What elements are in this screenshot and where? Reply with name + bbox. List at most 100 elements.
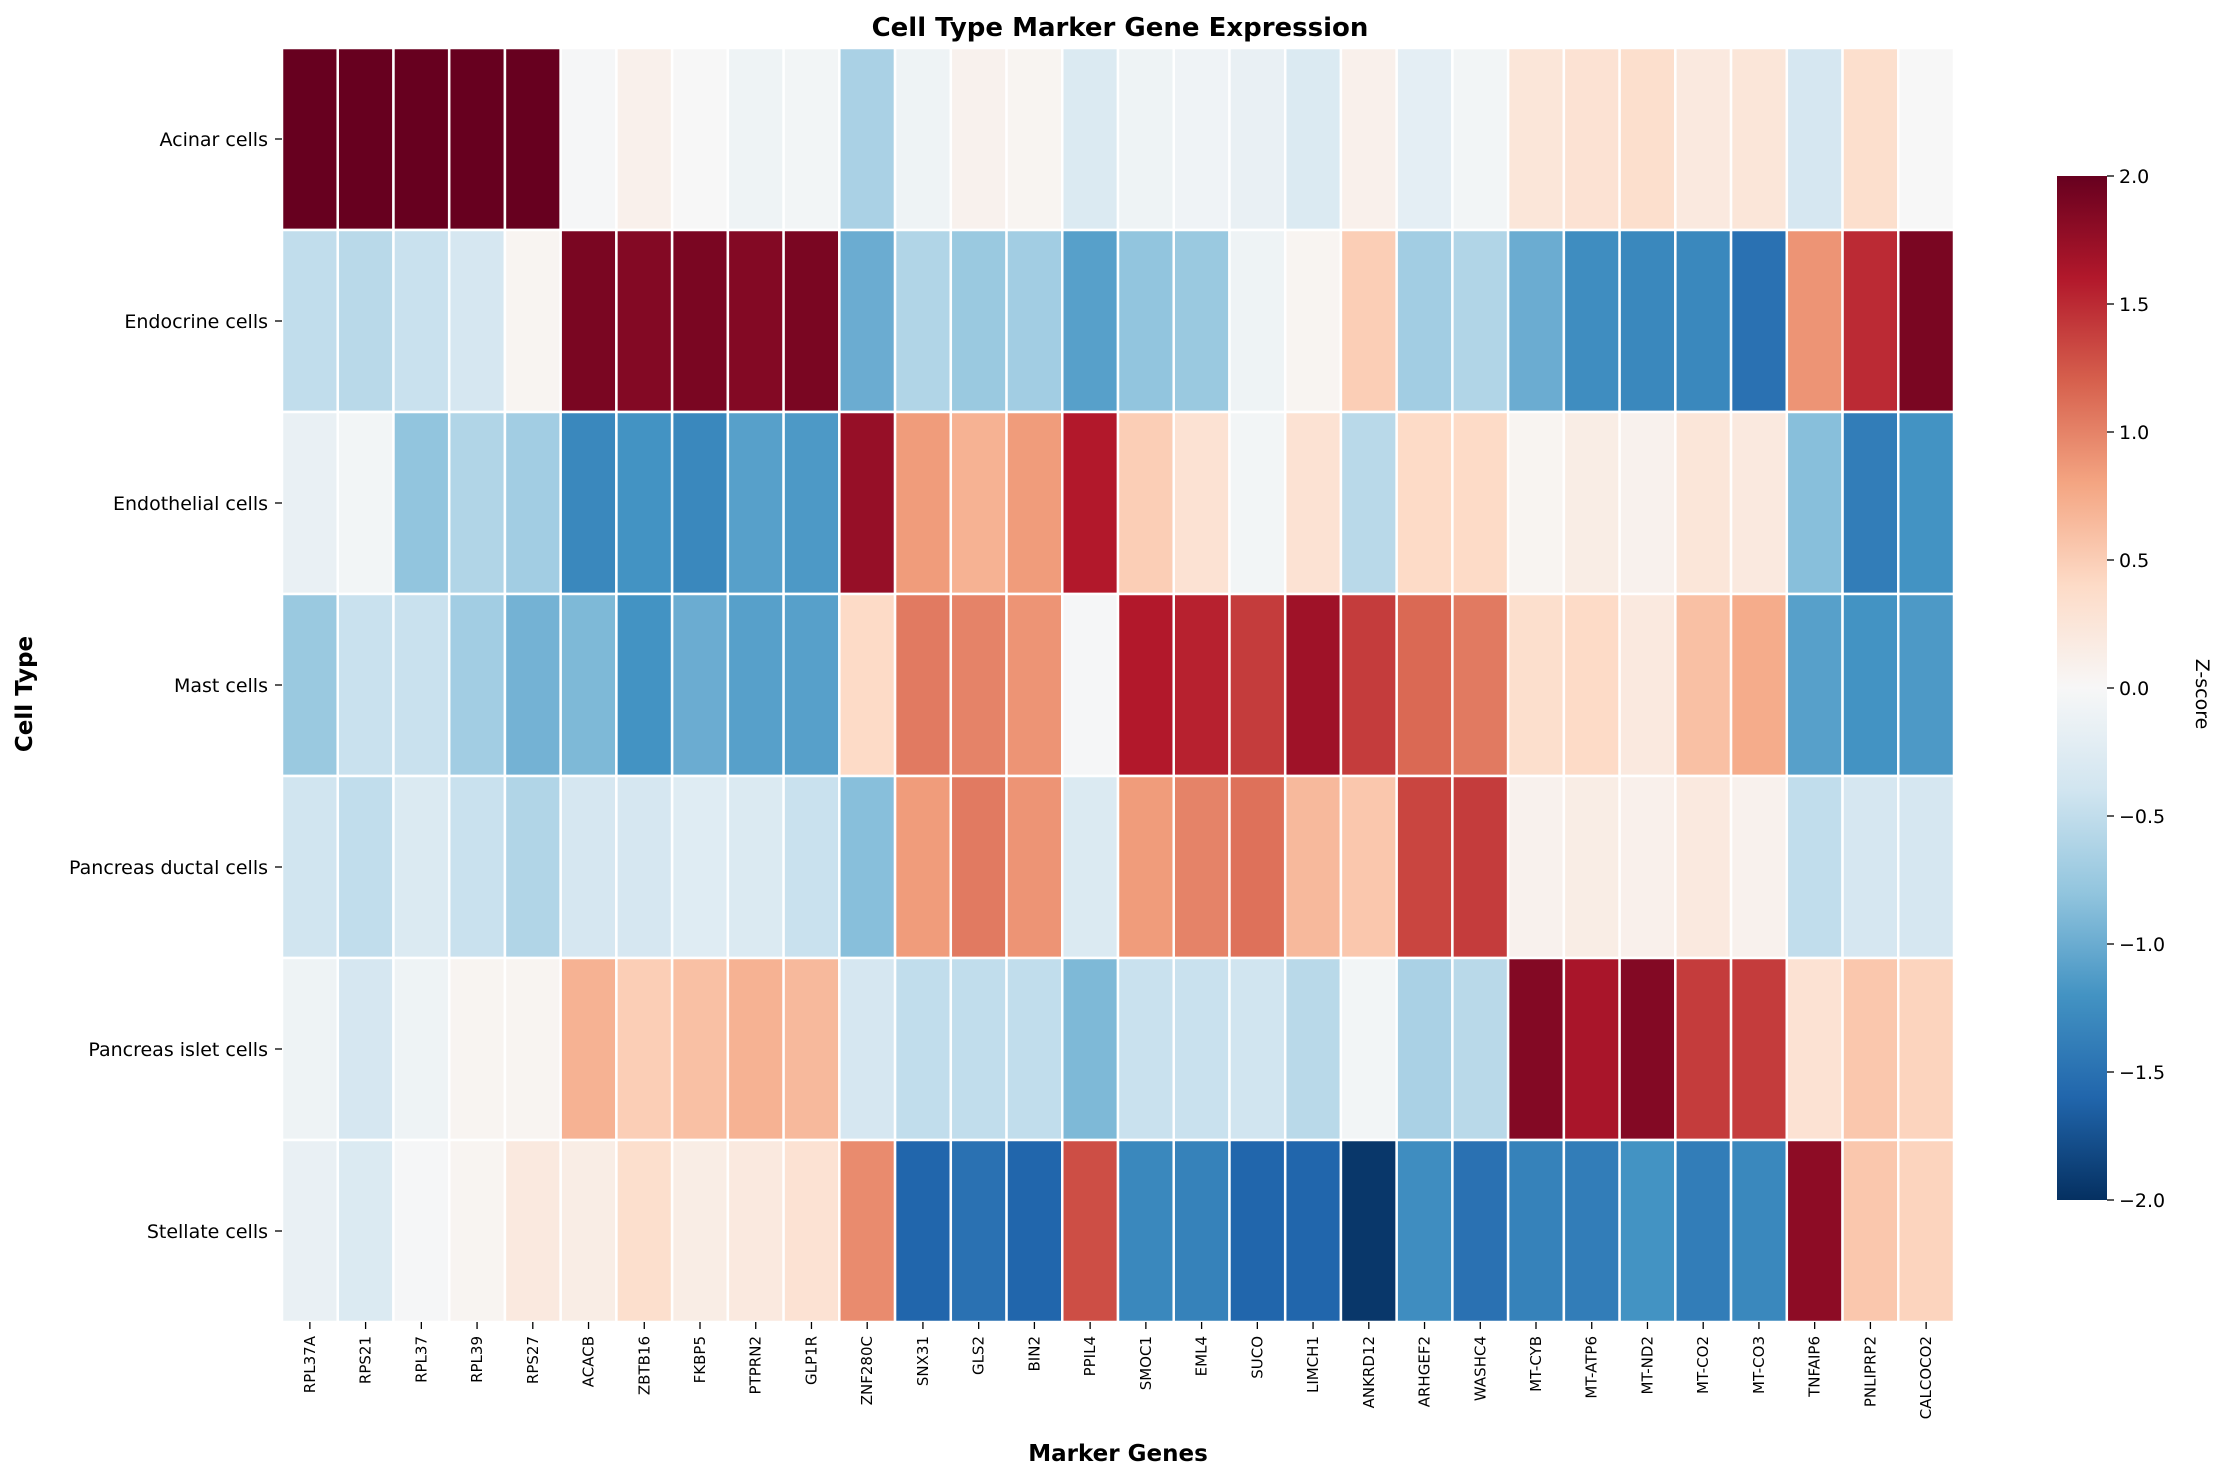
heatmap-cell: [1061, 956, 1120, 1142]
heatmap-cell: [1618, 410, 1677, 596]
y-tick-label: Mast cells: [174, 675, 268, 697]
heatmap-cell: [893, 46, 953, 232]
y-tick-labels: Acinar cells Endocrine cells Endothelial c…: [69, 129, 282, 1243]
heatmap-cell: [1005, 774, 1064, 960]
heatmap-cell: [503, 228, 562, 414]
heatmap-cell: [949, 228, 1008, 414]
x-tick-labels: RPL37A RPS21 RPL37 RPL39 RPS27 ACACB ZBTB16 FKB…: [301, 1322, 1935, 1419]
x-tick-label: MT-CO2: [1694, 1336, 1712, 1394]
chart-title: Cell Type Marker Gene Expression: [872, 13, 1369, 43]
heatmap-cell: [1339, 228, 1398, 414]
heatmap-cell: [559, 1138, 618, 1324]
heatmap-cell: [615, 592, 674, 778]
heatmap-cell: [615, 1138, 674, 1324]
heatmap-cell: [670, 592, 730, 778]
heatmap-cell: [280, 774, 339, 960]
heatmap-cell: [1562, 956, 1621, 1142]
heatmap-cell: [1061, 774, 1120, 960]
heatmap-cell: [615, 228, 674, 414]
heatmap-cell: [893, 1138, 953, 1324]
heatmap-cell: [392, 228, 451, 414]
heatmap-cell: [1116, 228, 1175, 414]
heatmap-cell: [1729, 956, 1789, 1142]
heatmap-cell: [726, 956, 785, 1142]
heatmap-cell: [503, 592, 562, 778]
heatmap-cell: [1228, 410, 1287, 596]
heatmap-cell: [1897, 228, 1956, 414]
heatmap-cell: [1116, 1138, 1175, 1324]
heatmap-cells: [280, 46, 1956, 1324]
heatmap-cell: [1228, 956, 1287, 1142]
heatmap-cell: [1395, 774, 1454, 960]
heatmap-cell: [1339, 774, 1398, 960]
heatmap-cell: [1339, 46, 1398, 232]
x-tick-label: RPL39: [468, 1336, 486, 1383]
heatmap-cell: [336, 592, 395, 778]
heatmap-cell: [1618, 592, 1677, 778]
heatmap-cell: [670, 1138, 730, 1324]
heatmap-cell: [949, 46, 1008, 232]
heatmap-cell: [1172, 956, 1231, 1142]
x-tick-label: EML4: [1193, 1336, 1211, 1376]
heatmap-cell: [838, 592, 897, 778]
heatmap-cell: [1562, 228, 1621, 414]
heatmap-cell: [1674, 774, 1733, 960]
heatmap-cell: [559, 956, 618, 1142]
heatmap-cell: [838, 774, 897, 960]
heatmap-cell: [1674, 410, 1733, 596]
heatmap-cell: [949, 1138, 1008, 1324]
heatmap-cell: [1618, 1138, 1677, 1324]
x-tick-label: MT-ND2: [1638, 1336, 1656, 1394]
heatmap-cell: [1785, 46, 1844, 232]
heatmap-cell: [1506, 228, 1566, 414]
heatmap-cell: [1172, 1138, 1231, 1324]
heatmap-cell: [1172, 228, 1231, 414]
heatmap-cell: [893, 956, 953, 1142]
heatmap-cell: [782, 228, 841, 414]
heatmap-cell: [949, 410, 1008, 596]
heatmap-cell: [1618, 774, 1677, 960]
heatmap-cell: [1729, 410, 1789, 596]
heatmap-cell: [838, 956, 897, 1142]
heatmap-cell: [447, 956, 507, 1142]
heatmap-cell: [1897, 774, 1956, 960]
heatmap-cell: [392, 410, 451, 596]
heatmap-cell: [726, 774, 785, 960]
heatmap-cell: [447, 46, 507, 232]
colorbar-tick-label: 0.5: [2119, 550, 2149, 572]
colorbar-tick-label: −1.5: [2119, 1062, 2165, 1084]
colorbar-tick-label: −2.0: [2119, 1190, 2165, 1212]
heatmap-cell: [1841, 956, 1900, 1142]
heatmap-cell: [838, 46, 897, 232]
x-tick-label: MT-CO3: [1750, 1336, 1768, 1394]
heatmap-cell: [1562, 592, 1621, 778]
heatmap-cell: [559, 410, 618, 596]
heatmap-cell: [392, 592, 451, 778]
heatmap-cell: [1283, 228, 1343, 414]
heatmap-cell: [949, 956, 1008, 1142]
heatmap-cell: [670, 46, 730, 232]
heatmap-cell: [1395, 228, 1454, 414]
heatmap-cell: [1785, 1138, 1844, 1324]
colorbar-ticks: 2.0 1.5 1.0 0.5 0.0 −0.5 −1.0 −1.5 −2.0: [2107, 166, 2165, 1212]
heatmap-cell: [1283, 956, 1343, 1142]
heatmap-cell: [1116, 592, 1175, 778]
heatmap-cell: [1005, 228, 1064, 414]
heatmap-cell: [1618, 956, 1677, 1142]
heatmap-cell: [1897, 592, 1956, 778]
x-tick-label: RPS27: [524, 1336, 542, 1384]
heatmap-cell: [1005, 956, 1064, 1142]
heatmap-cell: [503, 46, 562, 232]
x-tick-label: GLP1R: [802, 1336, 820, 1385]
heatmap-cell: [503, 774, 562, 960]
heatmap-cell: [1841, 1138, 1900, 1324]
heatmap-cell: [1283, 592, 1343, 778]
heatmap-cell: [782, 956, 841, 1142]
heatmap-cell: [1283, 1138, 1343, 1324]
heatmap-cell: [1841, 592, 1900, 778]
heatmap-cell: [503, 410, 562, 596]
colorbar: 2.0 1.5 1.0 0.5 0.0 −0.5 −1.0 −1.5 −2.0 Z-score: [2057, 166, 2213, 1212]
colorbar-tick-label: 0.0: [2119, 678, 2149, 700]
y-tick-label: Acinar cells: [159, 129, 268, 151]
heatmap-cell: [1506, 410, 1566, 596]
